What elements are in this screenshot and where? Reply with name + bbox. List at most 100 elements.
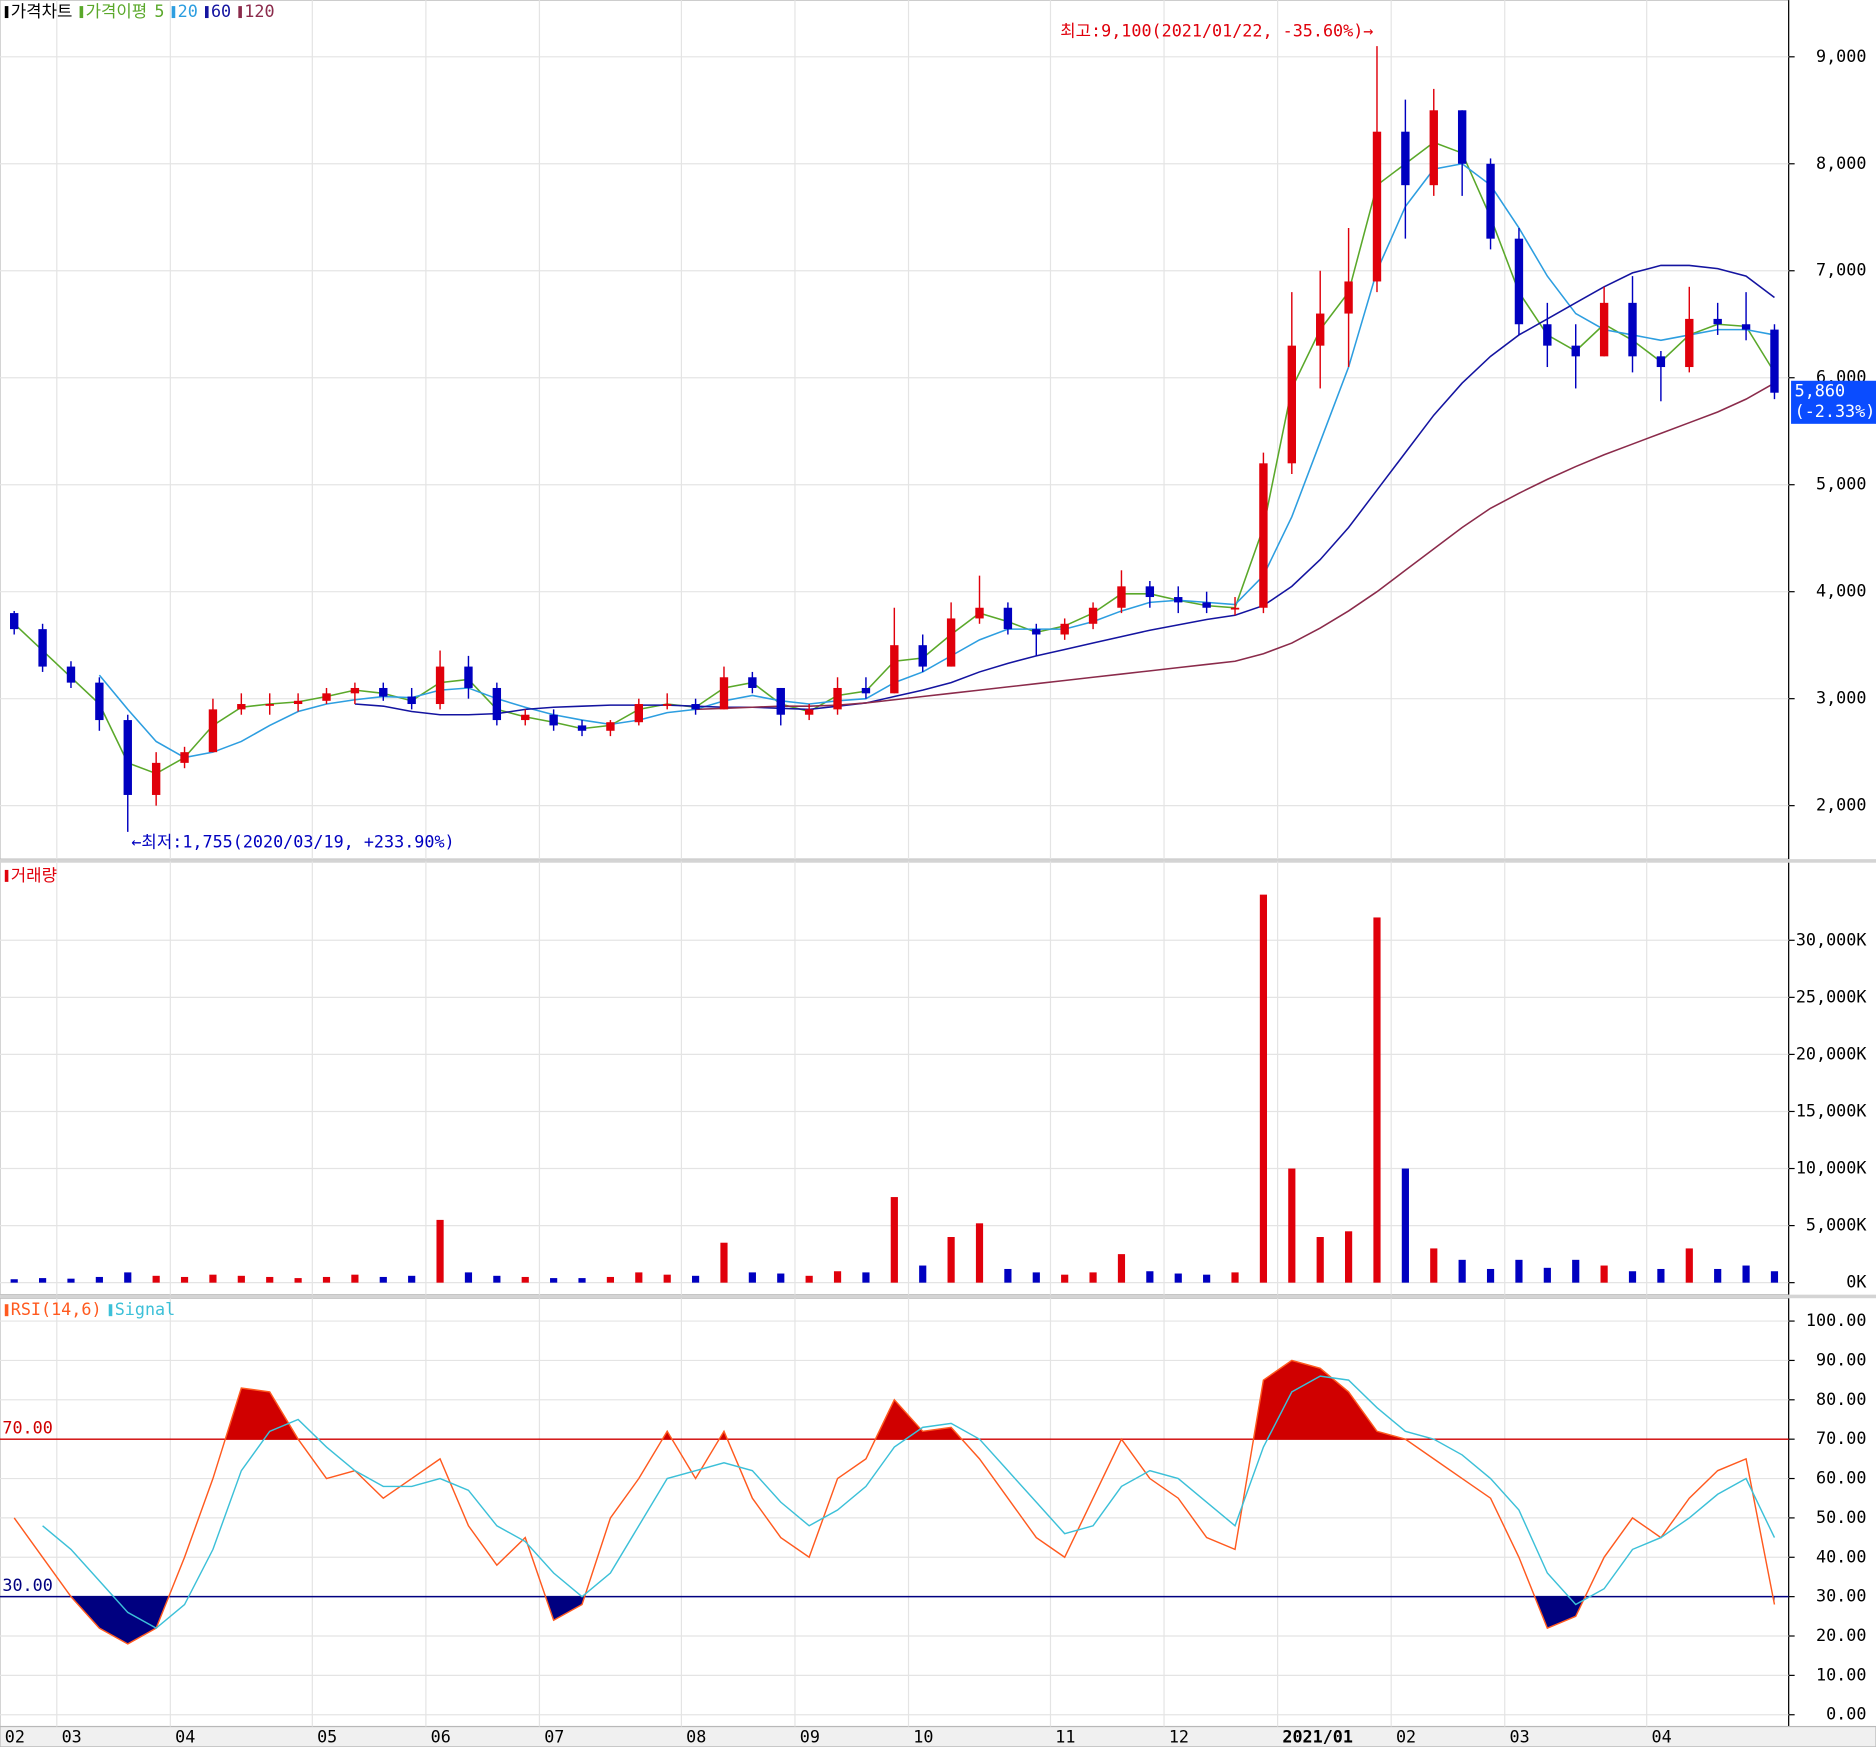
volume-bar [1117,1254,1126,1283]
legend-swatch [4,6,9,19]
candle-body [549,714,558,726]
volume-bar [833,1271,842,1283]
x-tick-label: 02 [1396,1726,1416,1746]
candle-body [1543,324,1552,346]
y-tick-label: 5,000K [1806,1215,1867,1235]
candle-body [1117,586,1126,608]
volume-bar [209,1274,217,1283]
volume-bar [862,1272,870,1283]
y-tick-label: 80.00 [1816,1389,1866,1409]
candle-body [890,645,899,694]
candle-body [151,762,161,795]
legend-label: Signal [115,1299,176,1319]
volume-bar [578,1278,586,1283]
volume-bar [521,1276,529,1283]
volume-bar [1515,1259,1523,1283]
candle-body [10,613,19,630]
candle-body [265,704,274,706]
volume-bar [1657,1268,1665,1283]
candle-body [1259,463,1268,608]
candle-body [1741,324,1751,330]
x-tick-label: 04 [175,1726,195,1746]
volume-bar [1714,1268,1722,1283]
volume-bar [266,1276,274,1283]
volume-bar [919,1265,927,1283]
volume-bar [1174,1273,1182,1283]
volume-bar [1004,1268,1012,1283]
candle-body [833,687,842,710]
pane-divider [0,1294,1876,1299]
candle-body [123,720,132,795]
volume-bar [748,1272,756,1283]
y-tick-label: 0.00 [1826,1704,1866,1724]
candle-body [577,725,587,731]
candle-body [1429,110,1438,186]
x-axis-band [0,1725,1876,1747]
legend-swatch [204,6,209,19]
x-tick-label: 12 [1169,1726,1189,1746]
y-tick-label: 100.00 [1806,1310,1867,1330]
candle-body [1628,302,1637,357]
legend-swatch [79,6,84,19]
volume-bar [322,1276,331,1283]
legend-label: 가격차트 [11,1,73,21]
y-tick-label: 70.00 [1816,1428,1866,1448]
legend-swatch [171,6,176,19]
legend-label: 거래량 [11,865,57,885]
candle-body [748,677,757,688]
candle-body [237,704,246,710]
y-tick-label: 30,000K [1796,929,1868,949]
y-tick-label: 5,000 [1816,474,1866,494]
candle-body [322,693,331,701]
volume-bar [1203,1274,1211,1283]
y-tick-label: 40.00 [1816,1546,1866,1566]
candle-body [1401,131,1410,186]
candle-body [379,687,388,697]
candle-body [1770,329,1779,393]
volume-bar [1288,1168,1296,1283]
volume-bar [294,1278,302,1283]
candle-body [1599,302,1609,357]
volume-bar [1345,1231,1353,1283]
candle-body [1088,607,1098,624]
x-tick-label: 09 [800,1726,820,1746]
volume-bar [1543,1267,1551,1283]
y-tick-label: 2,000 [1816,795,1866,815]
moving-average-line [354,264,1775,716]
legend-label: 120 [244,1,274,21]
candle-body [1486,163,1495,239]
volume-bar [1486,1268,1495,1283]
candle-body [492,687,502,721]
volume-bar [805,1275,813,1283]
candle-body [1457,110,1467,164]
volume-bar [777,1273,785,1283]
candle-body [95,682,104,721]
y-tick-label: 8,000 [1816,153,1866,173]
candle-body [435,666,445,705]
y-tick-label: 3,000 [1816,688,1866,708]
y-tick-label: 9,000 [1816,46,1866,66]
x-tick-label: 04 [1651,1726,1671,1746]
candle-body [1685,318,1694,368]
candle-body [663,704,672,706]
x-tick-label: 10 [913,1726,933,1746]
y-tick-label: 10.00 [1816,1664,1866,1684]
candle-body [606,722,615,731]
volume-bar [1373,917,1381,1283]
volume-bar [1685,1248,1693,1283]
x-tick-label: 11 [1055,1726,1075,1746]
last-price-label: 5,860 [1795,381,1845,401]
volume-bar [152,1275,160,1283]
volume-bar [890,1197,898,1283]
candle-body [1032,629,1041,635]
volume-bar [237,1275,245,1283]
volume-bar [550,1278,558,1283]
legend-swatch [108,1304,113,1317]
volume-bar [1146,1271,1154,1283]
volume-bar [1430,1248,1438,1283]
y-tick-label: 20,000K [1796,1043,1868,1063]
volume-bar [124,1272,132,1283]
candle-body [1656,356,1666,368]
